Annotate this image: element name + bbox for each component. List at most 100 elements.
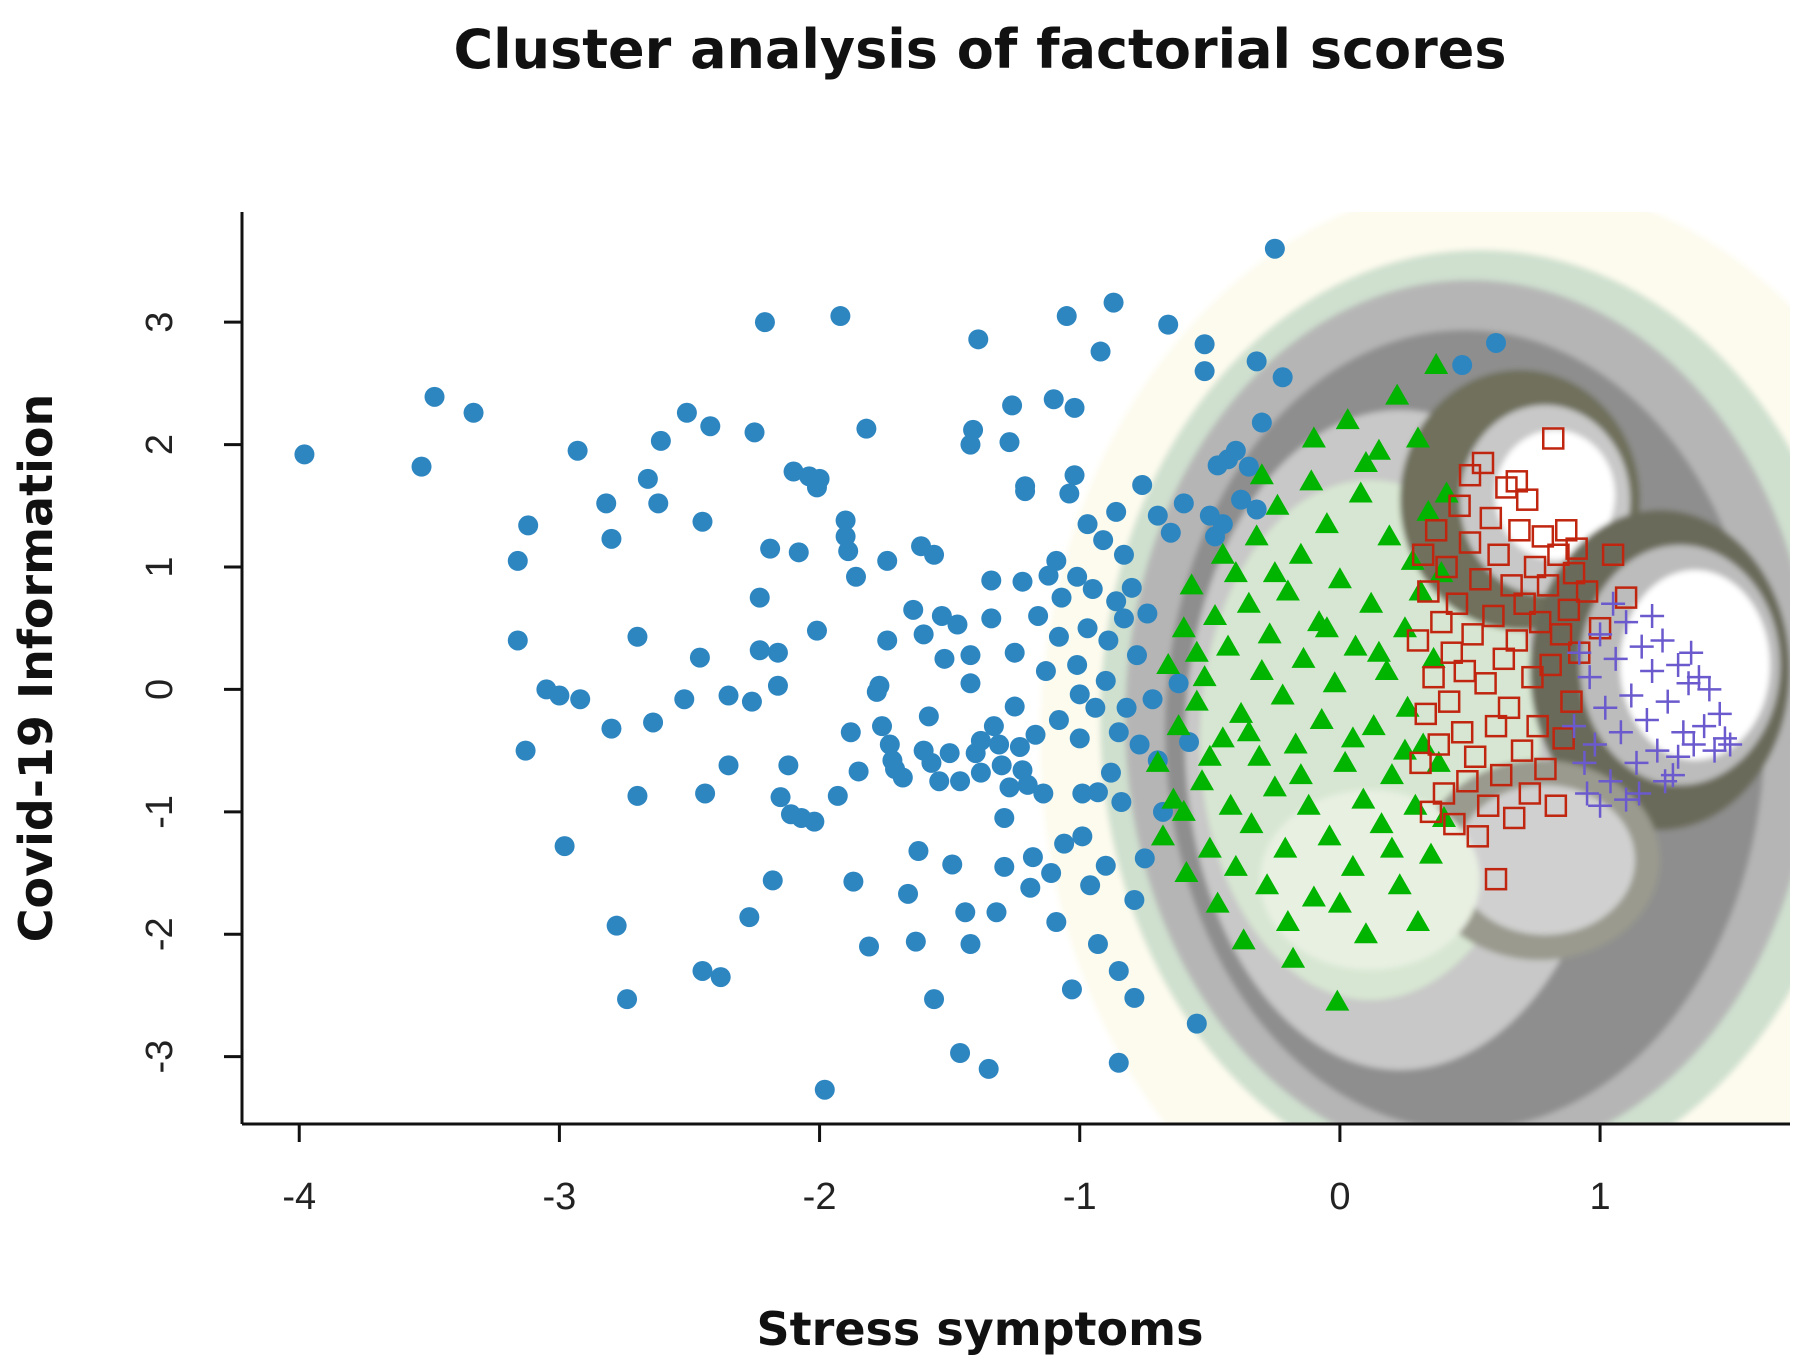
data-point xyxy=(999,432,1020,453)
data-point xyxy=(549,685,570,706)
data-point xyxy=(1041,863,1062,884)
data-point xyxy=(1231,928,1256,950)
data-point xyxy=(1374,659,1399,681)
data-point xyxy=(1588,622,1613,647)
data-point xyxy=(1718,732,1743,757)
x-axis-title: Stress symptoms xyxy=(757,1302,1204,1356)
data-point xyxy=(1194,334,1215,355)
data-point xyxy=(1072,826,1093,847)
data-point xyxy=(1340,726,1365,748)
data-point xyxy=(1264,238,1285,259)
data-point xyxy=(1054,833,1075,854)
data-point xyxy=(1197,836,1222,858)
data-point xyxy=(1069,684,1090,705)
data-point xyxy=(1038,565,1059,586)
data-point xyxy=(1098,630,1119,651)
data-point xyxy=(1348,481,1373,503)
data-point xyxy=(762,870,783,891)
data-point xyxy=(991,755,1012,776)
x-tick-label: -2 xyxy=(803,1176,837,1218)
data-point xyxy=(1129,734,1150,755)
data-point xyxy=(1588,793,1613,818)
data-point xyxy=(1707,701,1732,726)
data-point xyxy=(1366,438,1391,460)
data-point xyxy=(1629,634,1654,659)
data-point xyxy=(1190,769,1215,791)
data-point xyxy=(1634,708,1659,733)
data-point xyxy=(1640,659,1665,684)
data-point xyxy=(570,689,591,710)
data-point xyxy=(1409,751,1432,775)
data-point xyxy=(1640,603,1665,628)
data-point xyxy=(913,624,934,645)
data-point xyxy=(1113,544,1134,565)
data-point xyxy=(1111,792,1132,813)
data-point xyxy=(1046,550,1067,571)
data-point xyxy=(1422,665,1445,689)
data-point xyxy=(1197,744,1222,766)
data-point xyxy=(754,312,775,333)
data-point xyxy=(1246,499,1267,520)
data-point xyxy=(1325,989,1350,1011)
data-point xyxy=(1124,889,1145,910)
data-point xyxy=(1666,744,1691,769)
data-point xyxy=(1273,836,1298,858)
data-point xyxy=(1508,519,1531,542)
series-3 xyxy=(1406,427,1638,891)
data-point xyxy=(877,550,898,571)
data-point xyxy=(1299,469,1324,491)
data-point xyxy=(294,444,315,465)
data-point xyxy=(981,608,1002,629)
data-point xyxy=(877,630,898,651)
data-point xyxy=(1223,854,1248,876)
data-point xyxy=(1184,640,1209,662)
data-points xyxy=(294,238,1743,1100)
data-point xyxy=(1702,738,1727,763)
data-point xyxy=(848,761,869,782)
data-point xyxy=(1487,543,1510,567)
data-point xyxy=(1108,722,1129,743)
data-point xyxy=(1218,793,1243,815)
data-point xyxy=(601,528,622,549)
data-point xyxy=(1513,592,1536,615)
data-point xyxy=(554,836,575,857)
data-point xyxy=(1406,629,1430,652)
data-point xyxy=(1518,782,1542,805)
data-point xyxy=(1601,591,1626,616)
data-point xyxy=(1028,605,1049,626)
data-point xyxy=(692,511,713,532)
data-point xyxy=(1466,825,1490,848)
data-point xyxy=(960,673,981,694)
data-point xyxy=(770,787,791,808)
data-point xyxy=(1593,695,1618,720)
data-point xyxy=(1562,714,1587,739)
data-point xyxy=(1627,781,1652,806)
data-point xyxy=(1598,769,1623,794)
data-point xyxy=(710,967,731,988)
data-point xyxy=(1046,912,1067,933)
data-point xyxy=(1090,341,1111,362)
data-point xyxy=(648,493,669,514)
x-tick-label: 0 xyxy=(1329,1176,1350,1218)
y-axis-ticks: -3 -2 -1 0 1 2 3 xyxy=(139,312,242,1074)
data-point xyxy=(692,960,713,981)
data-point xyxy=(1526,714,1549,738)
data-point xyxy=(963,419,984,440)
data-point xyxy=(606,915,627,936)
data-point xyxy=(767,675,788,696)
y-tick-label: 1 xyxy=(139,556,181,577)
data-point xyxy=(838,541,859,562)
data-point xyxy=(1314,616,1339,638)
data-point xyxy=(1505,470,1529,493)
data-point xyxy=(1265,493,1290,515)
data-point xyxy=(1121,577,1142,598)
data-point xyxy=(898,883,919,904)
data-point xyxy=(1686,665,1711,690)
data-point xyxy=(1552,727,1575,750)
data-point xyxy=(809,468,830,489)
data-point xyxy=(970,762,991,783)
data-point xyxy=(1417,580,1440,603)
data-point xyxy=(1244,524,1269,546)
data-point xyxy=(1666,652,1691,677)
data-point xyxy=(994,807,1015,828)
